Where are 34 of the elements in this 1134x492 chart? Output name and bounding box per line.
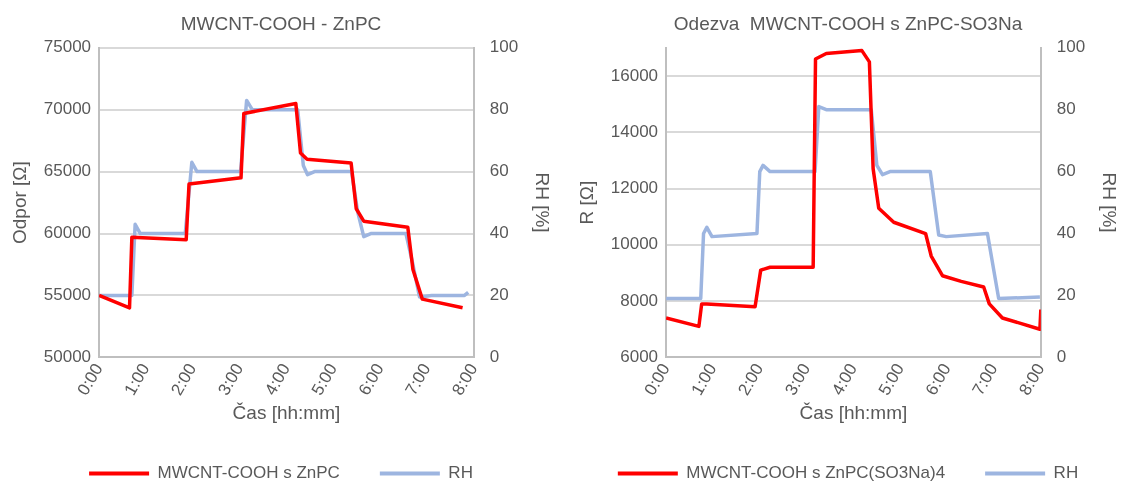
y-tick-label: 14000: [610, 121, 659, 141]
y-tick-label: 60000: [43, 223, 92, 243]
chart-title: MWCNT-COOH - ZnPC: [180, 12, 382, 34]
y-tick-label: 8000: [620, 290, 659, 310]
x-axis-title: Čas [hh:mm]: [799, 401, 908, 423]
y-axis-title: R [Ω]: [575, 180, 597, 225]
y2-tick-label: 80: [489, 99, 509, 119]
y2-tick-label: 60: [489, 161, 509, 181]
y2-tick-label: 100: [489, 37, 519, 57]
y-tick-label: 10000: [610, 234, 659, 254]
y2-tick-label: 100: [1056, 37, 1086, 57]
y-tick-label: 65000: [43, 161, 92, 181]
y2-tick-label: 40: [489, 223, 509, 243]
y2-tick-label: 20: [1056, 285, 1076, 305]
legend-label: RH: [1053, 463, 1079, 483]
y2-tick-label: 0: [1056, 347, 1067, 367]
y2-tick-label: 60: [1056, 161, 1076, 181]
legend-label: RH: [448, 463, 473, 483]
legend-label: MWCNT-COOH s ZnPC(SO3Na)4: [686, 463, 946, 483]
y2-tick-label: 20: [489, 285, 509, 305]
x-axis-title: Čas [hh:mm]: [232, 401, 341, 423]
legend-label: MWCNT-COOH s ZnPC: [157, 463, 340, 483]
y-tick-label: 16000: [610, 65, 659, 85]
y2-tick-label: 0: [489, 347, 500, 367]
y-tick-label: 70000: [43, 99, 92, 119]
y-axis-title: Odpor [Ω]: [8, 161, 30, 244]
y2-tick-label: 40: [1056, 223, 1076, 243]
y-tick-label: 75000: [43, 37, 92, 57]
y2-axis-title: RH [%]: [1099, 172, 1121, 233]
y-tick-label: 55000: [43, 285, 92, 305]
y2-axis-title: RH [%]: [532, 172, 554, 233]
y2-tick-label: 80: [1056, 99, 1076, 119]
y-tick-label: 12000: [610, 178, 659, 198]
chart-title: Odezva MWCNT-COOH s ZnPC-SO3Na: [673, 12, 1023, 34]
